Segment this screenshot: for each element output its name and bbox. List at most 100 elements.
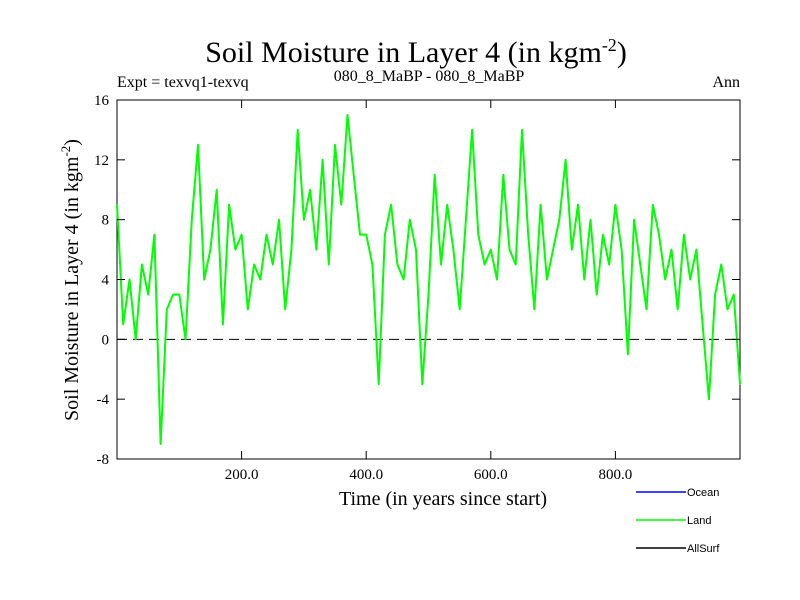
data-point (284, 308, 286, 310)
data-point (216, 189, 218, 191)
data-point (720, 263, 722, 266)
y-axis-label: Soil Moisture in Layer 4 (in kgm-2) (58, 139, 83, 421)
data-point (409, 219, 411, 221)
data-point (203, 278, 205, 281)
data-point (365, 234, 367, 236)
data-point (403, 278, 405, 281)
data-point (540, 204, 542, 206)
data-point (452, 249, 454, 251)
x-axis-ticks: 200.0 400.0 600.0 800.0 (225, 100, 633, 483)
y-tick-label: -4 (97, 392, 110, 408)
legend-label-allsurf: AllSurf (687, 543, 720, 555)
series-group (116, 114, 741, 445)
data-point (209, 249, 211, 251)
data-point (278, 219, 280, 221)
data-point (172, 293, 174, 296)
data-point (596, 293, 598, 296)
data-point (153, 234, 155, 236)
y-axis-label-close: ) (61, 139, 83, 146)
data-point (322, 159, 324, 161)
x-tick-label: 200.0 (225, 467, 259, 483)
data-point (683, 234, 685, 236)
y-tick-label: 4 (102, 273, 110, 289)
data-point (639, 263, 641, 266)
y-tick-label: 16 (94, 93, 110, 109)
data-point (160, 443, 162, 445)
data-point (421, 383, 423, 385)
data-point (658, 234, 660, 236)
legend-label-ocean: Ocean (687, 487, 719, 499)
data-point (135, 338, 137, 340)
data-point (714, 293, 716, 296)
data-point (265, 234, 268, 236)
data-point (533, 308, 536, 310)
chart-title-close: ) (617, 36, 627, 69)
data-point (184, 338, 187, 340)
chart-title-main: Soil Moisture in Layer 4 (in kgm (205, 36, 602, 69)
data-point (290, 249, 292, 251)
data-point (502, 174, 504, 176)
legend: Ocean Land AllSurf (636, 487, 720, 555)
subtitle-experiment: Expt = texvq1-texvq (117, 74, 249, 91)
data-point (459, 308, 461, 310)
data-point (571, 249, 573, 251)
data-point (346, 114, 349, 116)
data-point (116, 204, 118, 206)
data-point (739, 383, 741, 385)
data-point (147, 293, 149, 296)
data-point (689, 278, 691, 281)
data-point (546, 278, 548, 281)
data-point (396, 263, 398, 266)
x-axis-label: Time (in years since start) (339, 488, 547, 510)
data-point (427, 293, 430, 296)
data-point (272, 263, 274, 266)
data-point (371, 263, 373, 266)
data-point (378, 383, 380, 385)
data-point (122, 323, 124, 325)
legend-label-land: Land (687, 515, 711, 527)
data-point (602, 234, 604, 236)
data-point (141, 263, 143, 266)
data-point (222, 323, 224, 325)
data-point (670, 249, 673, 251)
data-point (608, 263, 610, 266)
data-point (465, 219, 467, 221)
data-point (334, 144, 336, 146)
y-axis-label-main: Soil Moisture in Layer 4 (in kgm (61, 156, 83, 421)
data-point (446, 204, 448, 206)
data-point (508, 249, 511, 251)
data-point (434, 174, 436, 176)
data-point (315, 249, 317, 251)
data-point (247, 308, 249, 310)
x-tick-label: 600.0 (474, 467, 508, 483)
y-tick-label: 0 (102, 332, 110, 348)
data-point (241, 234, 243, 236)
data-point (359, 234, 361, 236)
data-point (253, 263, 255, 266)
data-point (128, 278, 131, 281)
data-point (726, 308, 729, 310)
data-point (677, 308, 679, 310)
data-point (297, 129, 299, 131)
data-point (353, 174, 355, 176)
data-point (577, 204, 579, 206)
data-point (695, 249, 698, 251)
chart-title-superscript: -2 (602, 35, 617, 55)
data-point (328, 263, 330, 266)
data-point (197, 144, 199, 146)
data-point (627, 353, 629, 355)
y-axis-label-superscript: -2 (58, 146, 73, 157)
subtitle-season: Ann (712, 74, 740, 91)
data-point (471, 129, 473, 131)
x-tick-label: 800.0 (599, 467, 633, 483)
data-point (477, 234, 479, 236)
series-line-land (116, 114, 741, 445)
y-tick-label: 8 (102, 213, 110, 229)
data-point (589, 219, 592, 221)
data-point (664, 278, 666, 281)
subtitle-period: 080_8_MaBP - 080_8_MaBP (334, 68, 525, 85)
data-point (228, 204, 230, 206)
data-point (166, 308, 168, 310)
chart-title: Soil Moisture in Layer 4 (in kgm-2) (205, 35, 627, 69)
